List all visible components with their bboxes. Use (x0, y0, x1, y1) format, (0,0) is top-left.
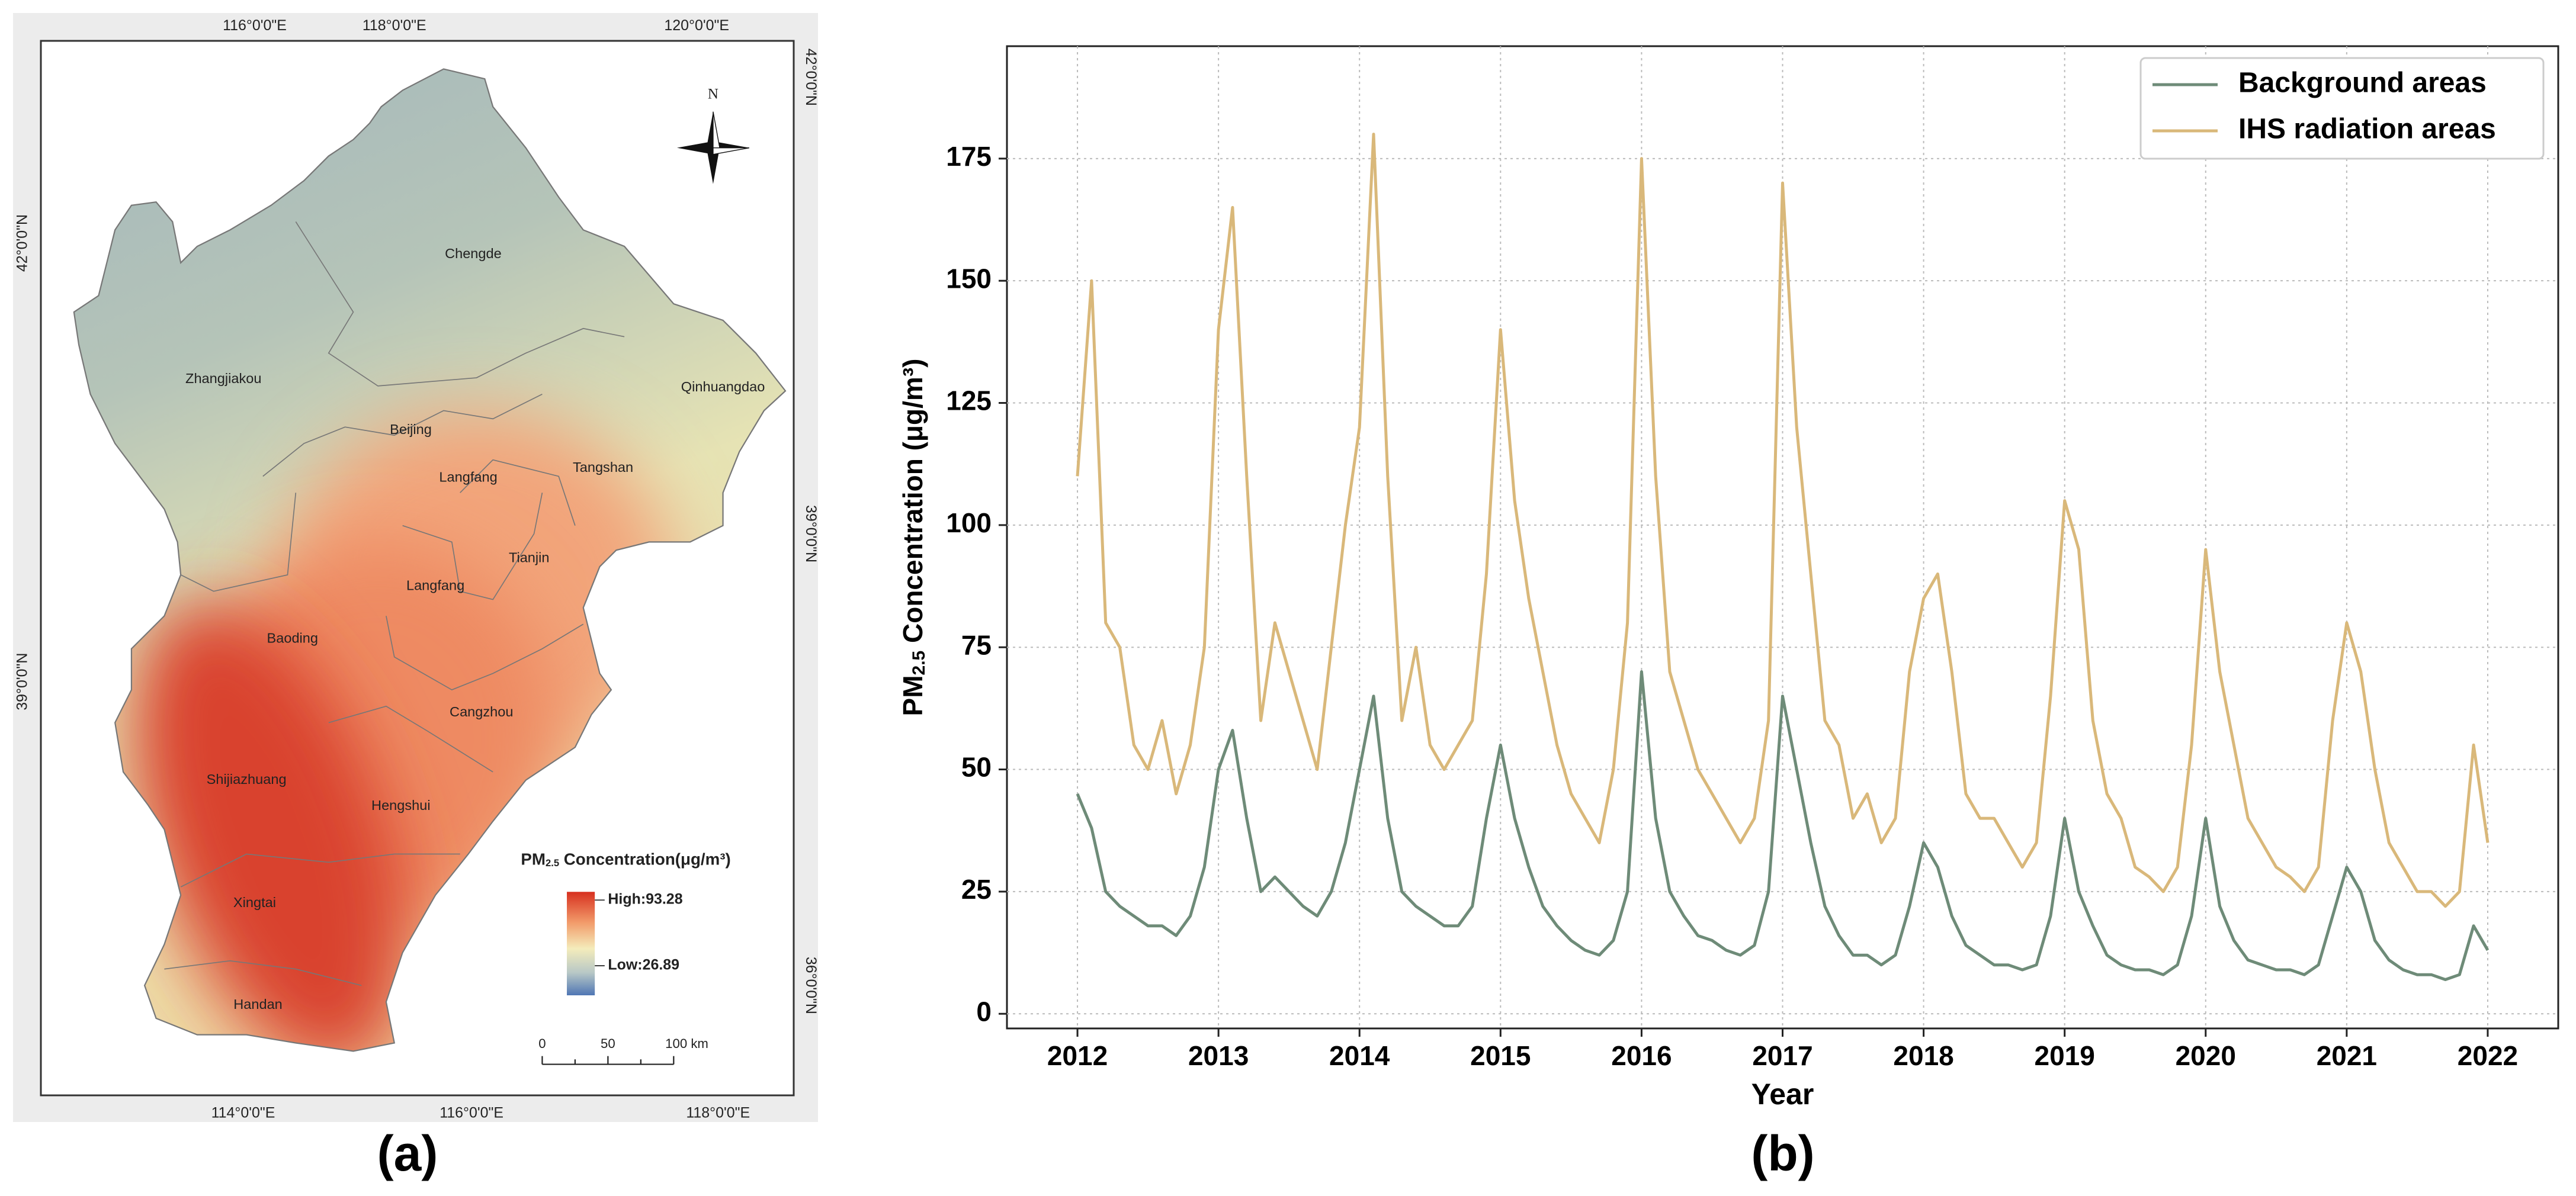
legend-title-part: PM (521, 850, 546, 869)
y-axis-label-part: Concentration (μg/m³) (897, 359, 928, 651)
x-tick-label: 2016 (1611, 1040, 1672, 1071)
lon-label: 118°0'0"E (686, 1104, 750, 1121)
lat-label: 36°0'0"N (803, 957, 819, 1014)
city-label: Langfang (406, 578, 464, 593)
x-tick-label: 2015 (1470, 1040, 1531, 1071)
city-label: Tangshan (573, 459, 633, 475)
lon-label: 120°0'0"E (664, 17, 729, 34)
panel-label: (a) (377, 1126, 438, 1181)
x-tick-label: 2013 (1188, 1040, 1249, 1071)
legend-label: IHS radiation areas (2238, 114, 2496, 145)
city-label: Cangzhou (450, 704, 513, 719)
city-label: Xingtai (233, 895, 276, 910)
city-label: Hengshui (371, 798, 431, 813)
x-tick-label: 2018 (1893, 1040, 1953, 1071)
y-tick-label: 50 (961, 752, 992, 783)
city-label: Shijiazhuang (207, 771, 287, 787)
series-line (1076, 670, 2490, 981)
x-tick-label: 2022 (2458, 1040, 2518, 1071)
north-label: N (708, 86, 718, 102)
y-tick-label: 150 (946, 263, 992, 294)
legend-title-part: 2.5 (546, 858, 559, 869)
map-red (134, 603, 409, 1052)
city-label: Beijing (390, 422, 432, 437)
legend-box (2139, 57, 2545, 160)
legend-title-part: Concentration(μg/m³) (559, 850, 731, 869)
x-tick-label: 2017 (1752, 1040, 1812, 1071)
y-tick-label: 100 (946, 507, 992, 538)
legend-high: High:93.28 (608, 891, 682, 908)
lon-label: 116°0'0"E (223, 17, 287, 34)
map-outline (73, 68, 787, 1052)
y-axis-label: PM2.5 Concentration (μg/m³) (897, 359, 929, 716)
series-line (1076, 133, 2490, 908)
legend-label: Background areas (2238, 67, 2487, 99)
city-label: Chengde (445, 246, 502, 261)
city-label: Langfang (439, 469, 497, 484)
legend-low: Low:26.89 (608, 957, 679, 973)
lat-label: 42°0'0"N (14, 214, 30, 272)
x-tick-label: 2012 (1047, 1040, 1108, 1071)
y-axis-label-part: PM (897, 675, 928, 716)
scale-label: 100 km (665, 1036, 708, 1051)
scale-label: 0 (538, 1036, 546, 1051)
y-tick-label: 175 (946, 141, 992, 172)
lat-label: 39°0'0"N (14, 653, 30, 710)
x-axis-label: Year (1751, 1078, 1814, 1111)
y-tick-label: 125 (946, 385, 992, 416)
city-label: Baoding (267, 630, 318, 645)
scale-bar (541, 1056, 675, 1065)
lon-label: 114°0'0"E (211, 1104, 275, 1121)
lon-label: 118°0'0"E (362, 17, 426, 34)
legend-title: PM2.5 Concentration(μg/m³) (521, 850, 730, 869)
lat-label: 42°0'0"N (803, 49, 819, 106)
x-tick-label: 2020 (2176, 1040, 2236, 1071)
x-tick-label: 2014 (1329, 1040, 1390, 1071)
city-label: Zhangjiakou (185, 371, 261, 386)
scale-label: 50 (601, 1036, 615, 1051)
city-label: Tianjin (509, 549, 550, 565)
x-tick-label: 2019 (2035, 1040, 2095, 1071)
lon-label: 116°0'0"E (440, 1104, 503, 1121)
y-tick-label: 0 (976, 996, 992, 1027)
lat-label: 39°0'0"N (803, 505, 819, 562)
colorbar (567, 892, 595, 996)
y-tick-label: 75 (961, 629, 992, 660)
y-axis-label-part: 2.5 (909, 651, 929, 676)
boundaries (164, 221, 625, 986)
x-tick-label: 2021 (2317, 1040, 2377, 1071)
y-tick-label: 25 (961, 874, 992, 905)
city-label: Qinhuangdao (681, 379, 765, 394)
panel-label: (b) (1751, 1126, 1814, 1181)
city-label: Handan (233, 996, 283, 1012)
